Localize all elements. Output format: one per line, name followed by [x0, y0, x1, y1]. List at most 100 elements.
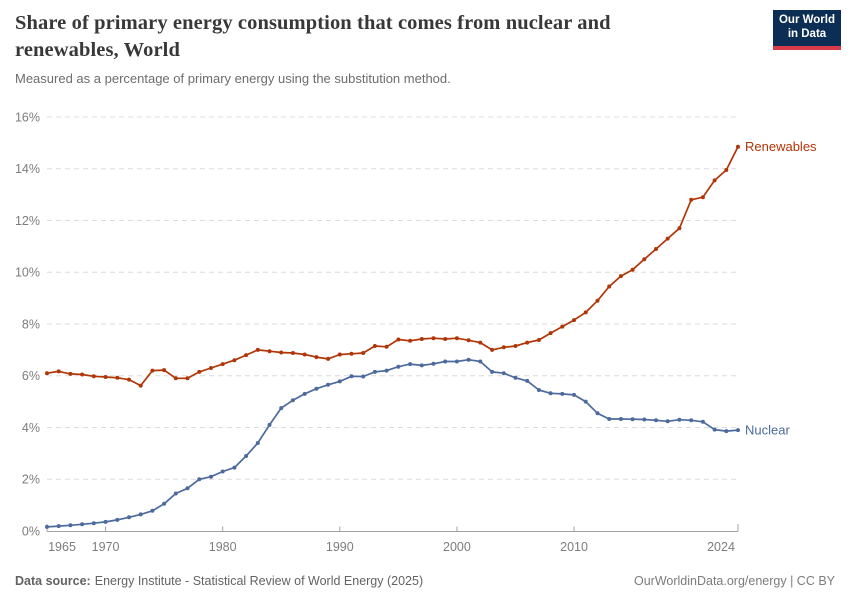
data-point[interactable] — [583, 399, 588, 404]
renewables-line[interactable] — [46, 146, 739, 387]
data-point[interactable] — [68, 523, 73, 528]
data-point[interactable] — [630, 267, 635, 272]
data-point[interactable] — [736, 144, 740, 149]
data-point[interactable] — [642, 417, 647, 422]
data-point[interactable] — [197, 369, 202, 374]
data-point[interactable] — [162, 368, 167, 373]
data-point[interactable] — [255, 347, 260, 352]
data-point[interactable] — [572, 318, 576, 323]
data-point[interactable] — [337, 379, 342, 384]
data-point[interactable] — [185, 486, 190, 491]
data-point[interactable] — [618, 274, 623, 279]
data-point[interactable] — [80, 522, 85, 527]
data-point[interactable] — [80, 372, 85, 377]
data-point[interactable] — [372, 344, 377, 348]
data-point[interactable] — [501, 371, 506, 376]
data-point[interactable] — [654, 247, 658, 251]
data-point[interactable] — [712, 427, 717, 432]
data-point[interactable] — [642, 257, 647, 262]
data-point[interactable] — [724, 168, 729, 172]
data-point[interactable] — [443, 359, 448, 364]
data-point[interactable] — [478, 359, 483, 364]
data-point[interactable] — [454, 359, 459, 364]
data-point[interactable] — [607, 284, 612, 289]
data-point[interactable] — [279, 350, 284, 355]
data-point[interactable] — [138, 383, 143, 388]
data-point[interactable] — [419, 337, 424, 341]
data-point[interactable] — [209, 474, 213, 479]
data-point[interactable] — [56, 369, 61, 374]
data-point[interactable] — [372, 369, 377, 374]
data-point[interactable] — [700, 195, 705, 200]
data-point[interactable] — [665, 419, 670, 424]
data-point[interactable] — [290, 351, 295, 355]
data-point[interactable] — [326, 356, 331, 361]
data-point[interactable] — [525, 378, 530, 383]
data-point[interactable] — [595, 411, 600, 416]
data-point[interactable] — [536, 388, 541, 392]
data-point[interactable] — [232, 358, 237, 363]
data-point[interactable] — [513, 344, 518, 348]
data-point[interactable] — [712, 178, 717, 183]
data-point[interactable] — [607, 417, 612, 421]
owid-logo[interactable]: Our World in Data — [773, 10, 841, 50]
data-point[interactable] — [279, 406, 284, 411]
data-point[interactable] — [45, 371, 49, 376]
credit-link[interactable]: OurWorldinData.org/energy | CC BY — [633, 574, 835, 588]
data-point[interactable] — [267, 422, 272, 427]
data-point[interactable] — [197, 477, 202, 482]
data-point[interactable] — [173, 491, 178, 496]
data-point[interactable] — [443, 337, 448, 341]
data-point[interactable] — [244, 454, 249, 458]
data-point[interactable] — [466, 338, 471, 343]
data-point[interactable] — [513, 375, 518, 380]
series-label-nuclear[interactable]: Nuclear — [745, 422, 790, 437]
data-point[interactable] — [501, 345, 506, 350]
data-point[interactable] — [349, 351, 354, 356]
data-point[interactable] — [232, 465, 237, 470]
data-point[interactable] — [724, 429, 729, 434]
data-point[interactable] — [490, 347, 495, 352]
data-point[interactable] — [431, 336, 436, 341]
data-point[interactable] — [361, 374, 366, 379]
data-point[interactable] — [689, 418, 694, 423]
data-point[interactable] — [56, 524, 61, 529]
data-point[interactable] — [560, 324, 565, 329]
data-point[interactable] — [618, 417, 623, 421]
data-point[interactable] — [525, 340, 530, 345]
data-point[interactable] — [220, 362, 225, 367]
data-point[interactable] — [408, 362, 413, 367]
data-point[interactable] — [490, 369, 495, 374]
nuclear-line[interactable] — [46, 358, 739, 528]
data-point[interactable] — [127, 515, 131, 520]
data-point[interactable] — [45, 524, 49, 529]
data-point[interactable] — [244, 353, 249, 358]
data-point[interactable] — [115, 375, 120, 380]
data-point[interactable] — [700, 419, 705, 424]
data-point[interactable] — [91, 521, 96, 526]
data-point[interactable] — [173, 376, 178, 381]
data-point[interactable] — [314, 386, 319, 391]
data-point[interactable] — [220, 469, 225, 474]
data-point[interactable] — [408, 338, 413, 343]
data-point[interactable] — [290, 398, 295, 403]
data-point[interactable] — [302, 352, 307, 357]
data-point[interactable] — [349, 374, 354, 379]
data-point[interactable] — [384, 344, 389, 349]
data-point[interactable] — [314, 355, 319, 360]
data-point[interactable] — [595, 298, 600, 303]
data-point[interactable] — [115, 517, 120, 522]
data-point[interactable] — [431, 361, 436, 366]
data-point[interactable] — [548, 391, 553, 396]
data-point[interactable] — [209, 366, 213, 370]
data-point[interactable] — [560, 391, 565, 396]
data-point[interactable] — [454, 336, 459, 341]
data-point[interactable] — [548, 331, 553, 336]
data-point[interactable] — [736, 428, 740, 433]
data-point[interactable] — [337, 352, 342, 357]
data-point[interactable] — [384, 368, 389, 373]
data-point[interactable] — [677, 417, 682, 422]
data-point[interactable] — [396, 364, 401, 369]
data-point[interactable] — [536, 338, 541, 342]
series-label-renewables[interactable]: Renewables — [745, 139, 817, 154]
